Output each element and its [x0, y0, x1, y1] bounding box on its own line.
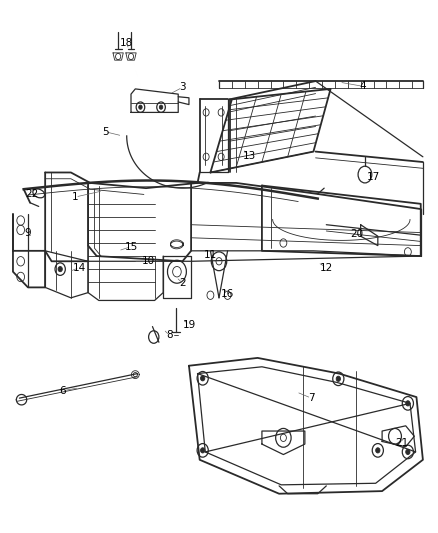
- Circle shape: [406, 449, 410, 455]
- Circle shape: [58, 266, 62, 272]
- Text: 14: 14: [73, 263, 86, 272]
- Text: 1: 1: [72, 192, 78, 202]
- Text: 9: 9: [25, 228, 31, 238]
- Circle shape: [201, 448, 205, 453]
- Text: 21: 21: [395, 438, 408, 448]
- Text: 8: 8: [166, 330, 173, 341]
- Text: 4: 4: [360, 82, 366, 91]
- Text: 16: 16: [221, 289, 234, 298]
- Text: 13: 13: [242, 151, 256, 161]
- Text: 18: 18: [120, 38, 133, 48]
- Text: 2: 2: [179, 278, 186, 288]
- Text: 22: 22: [26, 189, 39, 199]
- Circle shape: [201, 376, 205, 381]
- Circle shape: [139, 105, 142, 109]
- Text: 11: 11: [204, 250, 217, 260]
- Text: 12: 12: [320, 263, 333, 272]
- Circle shape: [336, 376, 340, 382]
- Text: 19: 19: [182, 320, 196, 330]
- Text: 17: 17: [367, 172, 380, 182]
- Text: 5: 5: [102, 127, 109, 137]
- Circle shape: [159, 105, 163, 109]
- Text: 15: 15: [124, 241, 138, 252]
- Circle shape: [406, 401, 410, 406]
- Text: 3: 3: [179, 82, 186, 92]
- Text: 7: 7: [308, 393, 314, 403]
- Circle shape: [376, 448, 380, 453]
- Text: 20: 20: [350, 229, 363, 239]
- Text: 10: 10: [141, 256, 155, 266]
- Text: 6: 6: [59, 386, 66, 396]
